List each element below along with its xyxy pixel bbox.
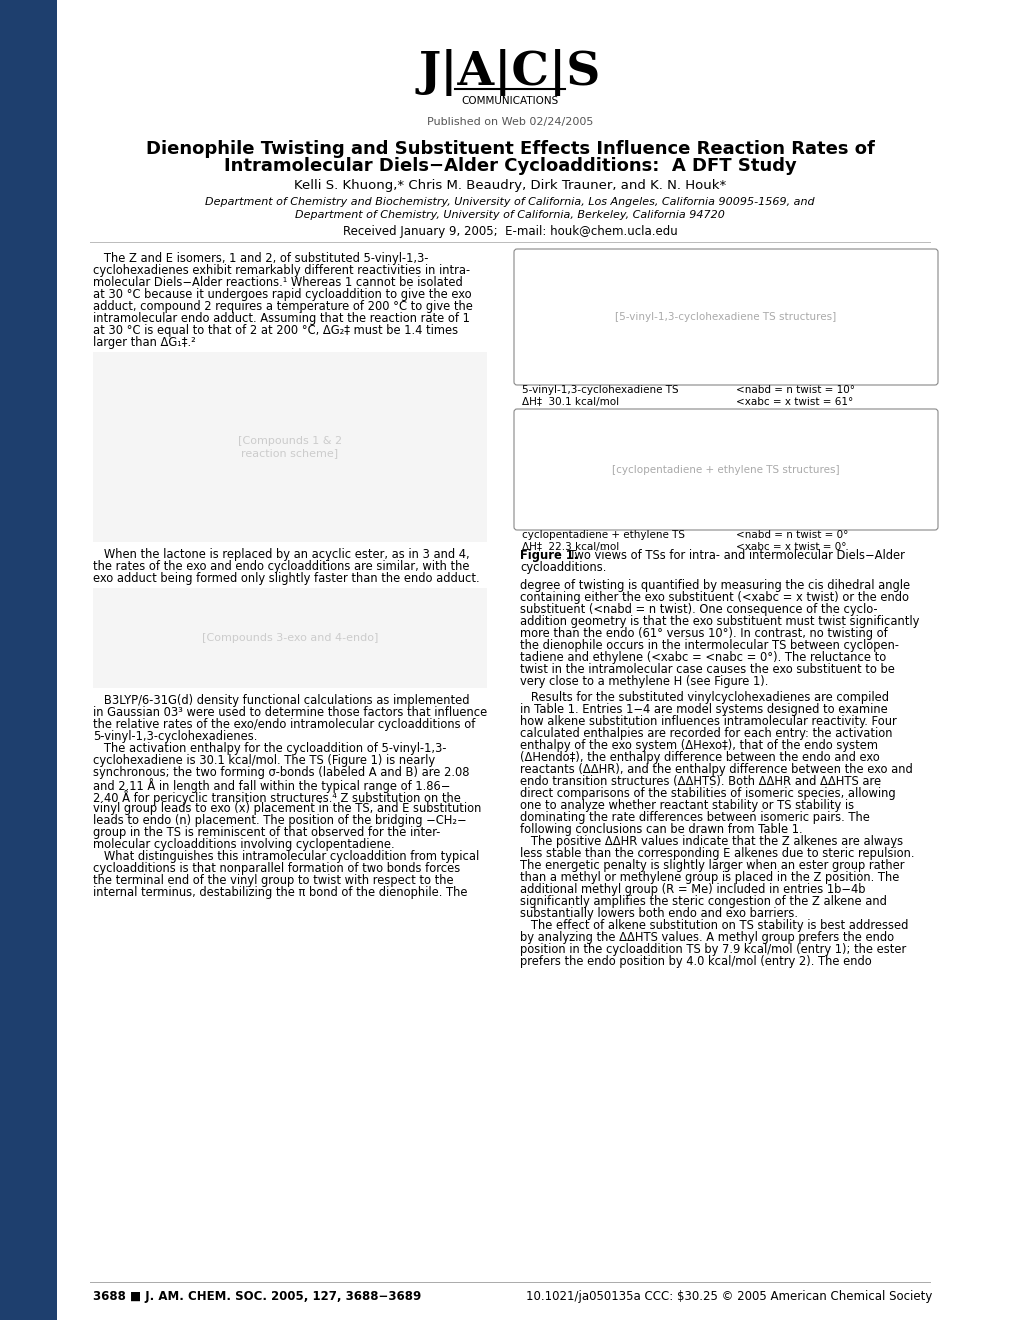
Text: Department of Chemistry and Biochemistry, University of California, Los Angeles,: Department of Chemistry and Biochemistry… xyxy=(205,197,814,207)
Text: Intramolecular Diels−Alder Cycloadditions:  A DFT Study: Intramolecular Diels−Alder Cycloaddition… xyxy=(223,157,796,176)
Text: Results for the substituted vinylcyclohexadienes are compiled: Results for the substituted vinylcyclohe… xyxy=(520,690,889,704)
Text: Two views of TSs for intra- and intermolecular Diels−Alder: Two views of TSs for intra- and intermol… xyxy=(561,549,904,562)
Text: cycloadditions is that nonparallel formation of two bonds forces: cycloadditions is that nonparallel forma… xyxy=(93,862,460,875)
Text: B3LYP/6-31G(d) density functional calculations as implemented: B3LYP/6-31G(d) density functional calcul… xyxy=(93,694,469,708)
Text: ΔH‡  22.3 kcal/mol: ΔH‡ 22.3 kcal/mol xyxy=(522,543,619,552)
Text: twist in the intramolecular case causes the exo substituent to be: twist in the intramolecular case causes … xyxy=(520,663,894,676)
Text: [Compounds 3-exo and 4-endo]: [Compounds 3-exo and 4-endo] xyxy=(202,634,378,643)
Text: 10.1021/ja050135a CCC: $30.25 © 2005 American Chemical Society: 10.1021/ja050135a CCC: $30.25 © 2005 Ame… xyxy=(525,1290,931,1303)
Text: how alkene substitution influences intramolecular reactivity. Four: how alkene substitution influences intra… xyxy=(520,715,896,729)
Text: [5-vinyl-1,3-cyclohexadiene TS structures]: [5-vinyl-1,3-cyclohexadiene TS structure… xyxy=(614,312,836,322)
Text: <xabc = x twist = 61°: <xabc = x twist = 61° xyxy=(736,397,853,407)
Text: in Gaussian 03³ were used to determine those factors that influence: in Gaussian 03³ were used to determine t… xyxy=(93,706,487,719)
Text: The energetic penalty is slightly larger when an ester group rather: The energetic penalty is slightly larger… xyxy=(520,859,904,873)
Text: larger than ΔG₁‡.²: larger than ΔG₁‡.² xyxy=(93,337,196,348)
Text: COMMUNICATIONS: COMMUNICATIONS xyxy=(461,96,558,106)
Text: [cyclopentadiene + ethylene TS structures]: [cyclopentadiene + ethylene TS structure… xyxy=(611,465,839,475)
Text: J|A|C|S: J|A|C|S xyxy=(419,49,600,95)
Text: What distinguishes this intramolecular cycloaddition from typical: What distinguishes this intramolecular c… xyxy=(93,850,479,863)
Text: position in the cycloaddition TS by 7.9 kcal/mol (entry 1); the ester: position in the cycloaddition TS by 7.9 … xyxy=(520,942,905,956)
Text: at 30 °C because it undergoes rapid cycloaddition to give the exo: at 30 °C because it undergoes rapid cycl… xyxy=(93,288,471,301)
Text: [Compounds 1 & 2
reaction scheme]: [Compounds 1 & 2 reaction scheme] xyxy=(237,436,341,458)
Text: <nabd = n twist = 10°: <nabd = n twist = 10° xyxy=(736,385,854,395)
Text: by analyzing the ΔΔHTS values. A methyl group prefers the endo: by analyzing the ΔΔHTS values. A methyl … xyxy=(520,931,894,944)
Text: Figure 1.: Figure 1. xyxy=(520,549,578,562)
Text: ΔH‡  30.1 kcal/mol: ΔH‡ 30.1 kcal/mol xyxy=(522,397,619,407)
Text: 5-vinyl-1,3-cyclohexadienes.: 5-vinyl-1,3-cyclohexadienes. xyxy=(93,730,257,743)
Text: synchronous; the two forming σ-bonds (labeled A and B) are 2.08: synchronous; the two forming σ-bonds (la… xyxy=(93,766,469,779)
Text: additional methyl group (R = Me) included in entries 1b−4b: additional methyl group (R = Me) include… xyxy=(520,883,865,896)
Text: leads to endo (n) placement. The position of the bridging −CH₂−: leads to endo (n) placement. The positio… xyxy=(93,814,466,828)
Text: reactants (ΔΔHR), and the enthalpy difference between the exo and: reactants (ΔΔHR), and the enthalpy diffe… xyxy=(520,763,912,776)
Text: one to analyze whether reactant stability or TS stability is: one to analyze whether reactant stabilit… xyxy=(520,799,853,812)
Text: substantially lowers both endo and exo barriers.: substantially lowers both endo and exo b… xyxy=(520,907,797,920)
Text: 2.40 Å for pericyclic transition structures.⁴ Z substitution on the: 2.40 Å for pericyclic transition structu… xyxy=(93,789,461,805)
Text: cyclohexadienes exhibit remarkably different reactivities in intra-: cyclohexadienes exhibit remarkably diffe… xyxy=(93,264,470,277)
Text: the rates of the exo and endo cycloadditions are similar, with the: the rates of the exo and endo cycloaddit… xyxy=(93,560,469,573)
Text: Department of Chemistry, University of California, Berkeley, California 94720: Department of Chemistry, University of C… xyxy=(294,210,725,220)
Text: cyclopentadiene + ethylene TS: cyclopentadiene + ethylene TS xyxy=(522,531,685,540)
Text: Received January 9, 2005;  E-mail: houk@chem.ucla.edu: Received January 9, 2005; E-mail: houk@c… xyxy=(342,226,677,239)
Text: containing either the exo substituent (<xabc = x twist) or the endo: containing either the exo substituent (<… xyxy=(520,591,908,605)
Text: Kelli S. Khuong,* Chris M. Beaudry, Dirk Trauner, and K. N. Houk*: Kelli S. Khuong,* Chris M. Beaudry, Dirk… xyxy=(293,180,726,193)
Text: enthalpy of the exo system (ΔHexo‡), that of the endo system: enthalpy of the exo system (ΔHexo‡), tha… xyxy=(520,739,877,752)
Text: following conclusions can be drawn from Table 1.: following conclusions can be drawn from … xyxy=(520,822,802,836)
Text: than a methyl or methylene group is placed in the Z position. The: than a methyl or methylene group is plac… xyxy=(520,871,899,884)
Text: exo adduct being formed only slightly faster than the endo adduct.: exo adduct being formed only slightly fa… xyxy=(93,572,479,585)
Text: 5-vinyl-1,3-cyclohexadiene TS: 5-vinyl-1,3-cyclohexadiene TS xyxy=(522,385,678,395)
Text: <xabc = x twist = 0°: <xabc = x twist = 0° xyxy=(736,543,846,552)
Text: the dienophile occurs in the intermolecular TS between cyclopen-: the dienophile occurs in the intermolecu… xyxy=(520,639,898,652)
Text: The activation enthalpy for the cycloaddition of 5-vinyl-1,3-: The activation enthalpy for the cycloadd… xyxy=(93,742,446,755)
Text: the terminal end of the vinyl group to twist with respect to the: the terminal end of the vinyl group to t… xyxy=(93,874,453,887)
Text: vinyl group leads to exo (x) placement in the TS, and E substitution: vinyl group leads to exo (x) placement i… xyxy=(93,803,481,814)
Text: (ΔHendo‡), the enthalpy difference between the endo and exo: (ΔHendo‡), the enthalpy difference betwe… xyxy=(520,751,878,764)
Text: addition geometry is that the exo substituent must twist significantly: addition geometry is that the exo substi… xyxy=(520,615,918,628)
Text: less stable than the corresponding E alkenes due to steric repulsion.: less stable than the corresponding E alk… xyxy=(520,847,914,861)
Text: cycloadditions.: cycloadditions. xyxy=(520,561,605,574)
Text: dominating the rate differences between isomeric pairs. The: dominating the rate differences between … xyxy=(520,810,869,824)
Text: Published on Web 02/24/2005: Published on Web 02/24/2005 xyxy=(426,117,593,127)
Text: adduct, compound 2 requires a temperature of 200 °C to give the: adduct, compound 2 requires a temperatur… xyxy=(93,300,473,313)
FancyBboxPatch shape xyxy=(514,249,937,385)
Text: The positive ΔΔHR values indicate that the Z alkenes are always: The positive ΔΔHR values indicate that t… xyxy=(520,836,902,847)
Text: very close to a methylene H (see Figure 1).: very close to a methylene H (see Figure … xyxy=(520,675,767,688)
Text: intramolecular endo adduct. Assuming that the reaction rate of 1: intramolecular endo adduct. Assuming tha… xyxy=(93,312,470,325)
Text: degree of twisting is quantified by measuring the cis dihedral angle: degree of twisting is quantified by meas… xyxy=(520,579,909,591)
Text: substituent (<nabd = n twist). One consequence of the cyclo-: substituent (<nabd = n twist). One conse… xyxy=(520,603,876,616)
Text: The effect of alkene substitution on TS stability is best addressed: The effect of alkene substitution on TS … xyxy=(520,919,908,932)
Text: The Z and E isomers, 1 and 2, of substituted 5-vinyl-1,3-: The Z and E isomers, 1 and 2, of substit… xyxy=(93,252,428,265)
Text: calculated enthalpies are recorded for each entry: the activation: calculated enthalpies are recorded for e… xyxy=(520,727,892,741)
Text: Dienophile Twisting and Substituent Effects Influence Reaction Rates of: Dienophile Twisting and Substituent Effe… xyxy=(146,140,873,158)
Text: prefers the endo position by 4.0 kcal/mol (entry 2). The endo: prefers the endo position by 4.0 kcal/mo… xyxy=(520,954,871,968)
Text: molecular Diels−Alder reactions.¹ Whereas 1 cannot be isolated: molecular Diels−Alder reactions.¹ Wherea… xyxy=(93,276,463,289)
Text: and 2.11 Å in length and fall within the typical range of 1.86−: and 2.11 Å in length and fall within the… xyxy=(93,777,450,793)
Bar xyxy=(93,587,486,688)
Bar xyxy=(0,0,57,1320)
Text: <nabd = n twist = 0°: <nabd = n twist = 0° xyxy=(736,531,848,540)
Text: significantly amplifies the steric congestion of the Z alkene and: significantly amplifies the steric conge… xyxy=(520,895,886,908)
Text: the relative rates of the exo/endo intramolecular cycloadditions of: the relative rates of the exo/endo intra… xyxy=(93,718,475,731)
Text: molecular cycloadditions involving cyclopentadiene.: molecular cycloadditions involving cyclo… xyxy=(93,838,394,851)
Text: 3688 ■ J. AM. CHEM. SOC. 2005, 127, 3688−3689: 3688 ■ J. AM. CHEM. SOC. 2005, 127, 3688… xyxy=(93,1290,421,1303)
Text: endo transition structures (ΔΔHTS). Both ΔΔHR and ΔΔHTS are: endo transition structures (ΔΔHTS). Both… xyxy=(520,775,880,788)
Bar xyxy=(93,352,486,543)
Text: direct comparisons of the stabilities of isomeric species, allowing: direct comparisons of the stabilities of… xyxy=(520,787,895,800)
Text: at 30 °C is equal to that of 2 at 200 °C, ΔG₂‡ must be 1.4 times: at 30 °C is equal to that of 2 at 200 °C… xyxy=(93,323,458,337)
Text: more than the endo (61° versus 10°). In contrast, no twisting of: more than the endo (61° versus 10°). In … xyxy=(520,627,887,640)
Text: When the lactone is replaced by an acyclic ester, as in 3 and 4,: When the lactone is replaced by an acycl… xyxy=(93,548,469,561)
Text: in Table 1. Entries 1−4 are model systems designed to examine: in Table 1. Entries 1−4 are model system… xyxy=(520,704,887,715)
Text: internal terminus, destabilizing the π bond of the dienophile. The: internal terminus, destabilizing the π b… xyxy=(93,886,467,899)
Text: tadiene and ethylene (<xabc = <nabc = 0°). The reluctance to: tadiene and ethylene (<xabc = <nabc = 0°… xyxy=(520,651,886,664)
Text: group in the TS is reminiscent of that observed for the inter-: group in the TS is reminiscent of that o… xyxy=(93,826,440,840)
Text: cyclohexadiene is 30.1 kcal/mol. The TS (Figure 1) is nearly: cyclohexadiene is 30.1 kcal/mol. The TS … xyxy=(93,754,435,767)
FancyBboxPatch shape xyxy=(514,409,937,531)
